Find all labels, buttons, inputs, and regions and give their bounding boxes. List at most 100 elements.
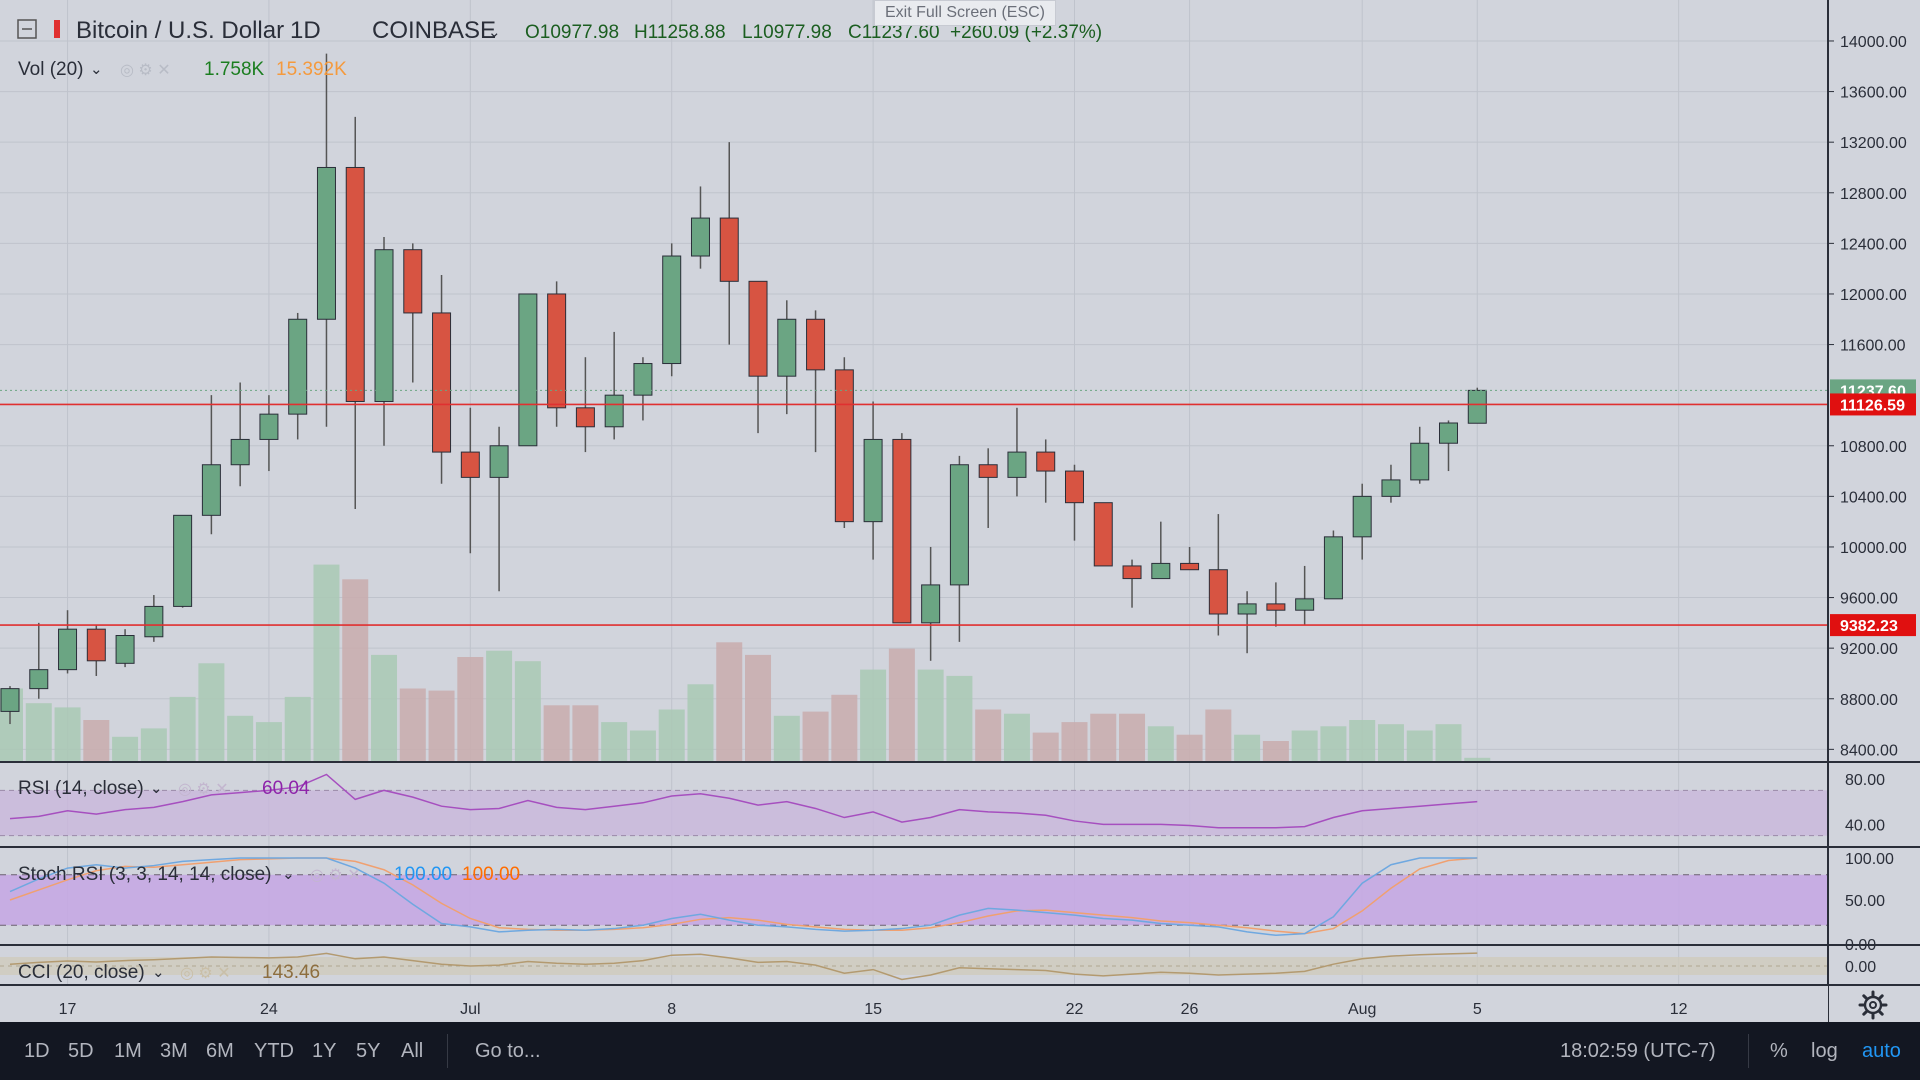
indicator-panes (0, 761, 1920, 986)
range-ytd-button[interactable]: YTD (254, 1040, 294, 1062)
candle-body (403, 249, 423, 314)
exit-fullscreen-hint[interactable]: Exit Full Screen (ESC) (874, 0, 1056, 26)
volume-bar (773, 715, 800, 762)
range-5d-button[interactable]: 5D (68, 1040, 94, 1062)
range-1y-button[interactable]: 1Y (312, 1040, 337, 1062)
volume-bar (1176, 734, 1203, 762)
volume-bar (543, 705, 570, 762)
volume-bar (54, 707, 81, 762)
candle-body (259, 413, 279, 440)
range-all-button[interactable]: All (401, 1040, 424, 1062)
log-toggle[interactable]: log (1811, 1040, 1838, 1062)
candle-body (1036, 451, 1056, 472)
range-6m-button[interactable]: 6M (206, 1040, 234, 1062)
range-3m-button[interactable]: 3M (160, 1040, 188, 1062)
indicator-eye-icon[interactable]: ◎ ⚙ ✕ (120, 62, 171, 79)
price-tick-label: 12800.00 (1840, 186, 1907, 203)
rsi-chevron-icon[interactable]: ⌄ (150, 780, 163, 797)
volume-bar (255, 722, 282, 762)
goto-button[interactable]: Go to... (475, 1040, 541, 1062)
candle-body (201, 464, 221, 516)
candle-body (1467, 389, 1487, 424)
volume-bar (342, 579, 369, 762)
upper-line-tag: 11126.59 (1840, 397, 1905, 414)
percent-toggle[interactable]: % (1770, 1040, 1788, 1062)
chart-canvas[interactable]: 14000.00 13600.00 13200.00 12800.00 12400.00… (0, 0, 1920, 1022)
candle-body (575, 407, 595, 428)
volume-bar (572, 705, 599, 762)
horizontal-lines[interactable] (0, 389, 1828, 626)
candle-body (748, 280, 768, 377)
cci-controls-icon[interactable]: ◎ ⚙ ✕ (180, 965, 231, 982)
indicator-tick-label: 50.00 (1845, 893, 1885, 910)
price-tick-label: 10000.00 (1840, 540, 1907, 557)
candle-body (316, 166, 336, 320)
dropdown-chevron-icon[interactable]: ⌄ (488, 24, 501, 41)
time-tick-label: 26 (1181, 1001, 1199, 1018)
candle-body (1151, 562, 1171, 580)
price-tick-label: 13600.00 (1840, 85, 1907, 102)
rsi-label[interactable]: RSI (14, close) (18, 778, 144, 799)
candle-body (374, 249, 394, 402)
price-tick-label: 8800.00 (1840, 692, 1898, 709)
ohlc-close: C11237.60 (848, 22, 940, 43)
candle-body (1323, 536, 1343, 600)
stoch-controls-icon[interactable]: ◎ ⚙ ✕ (310, 867, 361, 884)
vol-label[interactable]: Vol (20) (18, 59, 83, 80)
gear-icon[interactable] (1858, 990, 1888, 1020)
candle-body (1295, 598, 1315, 611)
candle-body (690, 217, 710, 257)
volume-bar (1291, 730, 1318, 762)
rsi-legend: RSI (14, close) ⌄ ◎ ⚙ ✕ 60.04 (18, 778, 310, 799)
volume-bar (629, 730, 656, 762)
rsi-controls-icon[interactable]: ◎ ⚙ ✕ (178, 781, 229, 798)
rsi-line (9, 773, 1478, 829)
candle-body (1381, 479, 1401, 497)
volume-bar (514, 661, 541, 762)
candle-body (460, 451, 480, 478)
price-tick-label: 9600.00 (1840, 591, 1898, 608)
volume-bar (313, 564, 340, 762)
volume-bar (1032, 732, 1059, 762)
auto-toggle[interactable]: auto (1862, 1040, 1901, 1062)
time-tick-label: 12 (1670, 1001, 1688, 1018)
candle-body (547, 293, 567, 409)
volume-bar (1435, 724, 1462, 762)
candle-body (1237, 603, 1257, 615)
volume-bar (745, 654, 772, 762)
collapse-icon[interactable] (17, 19, 37, 39)
volume-bar (1349, 720, 1376, 762)
volume-bar (25, 703, 52, 762)
volume-bar (112, 736, 139, 762)
candle-body (144, 605, 164, 638)
candle-body (978, 464, 998, 478)
stoch-label[interactable]: Stoch RSI (3, 3, 14, 14, close) (18, 864, 271, 885)
volume-bar (946, 675, 973, 762)
stoch-d-line (9, 857, 1478, 935)
range-1m-button[interactable]: 1M (114, 1040, 142, 1062)
candle-body (604, 394, 624, 428)
volume-bar (1262, 741, 1289, 762)
time-tick-label: 22 (1066, 1001, 1084, 1018)
bottom-toolbar: 1D 5D 1M 3M 6M YTD 1Y 5Y All Go to... 18… (0, 1022, 1920, 1080)
candle-body (892, 438, 912, 624)
candle-body (949, 464, 969, 586)
stoch-chevron-icon[interactable]: ⌄ (282, 866, 295, 883)
interval-label: 1D (290, 17, 321, 44)
header-legend: Bitcoin / U.S. Dollar 1D COINBASE ⌄ O109… (17, 17, 1102, 80)
time-axis-bg (0, 986, 1828, 1022)
range-5y-button[interactable]: 5Y (356, 1040, 381, 1062)
stoch-legend: Stoch RSI (3, 3, 14, 14, close) ⌄ ◎ ⚙ ✕ … (18, 864, 520, 885)
time-tick-label: 5 (1473, 1001, 1482, 1018)
candle-body (58, 628, 78, 671)
candle-body (834, 369, 854, 523)
indicator-tick-label: 40.00 (1845, 817, 1885, 834)
cci-label[interactable]: CCI (20, close) (18, 962, 145, 983)
price-tick-label: 13200.00 (1840, 135, 1907, 152)
range-1d-button[interactable]: 1D (24, 1040, 50, 1062)
candle-body (921, 584, 941, 624)
volume-bar (888, 648, 915, 762)
vol-chevron-icon[interactable]: ⌄ (90, 61, 103, 78)
cci-chevron-icon[interactable]: ⌄ (152, 964, 165, 981)
